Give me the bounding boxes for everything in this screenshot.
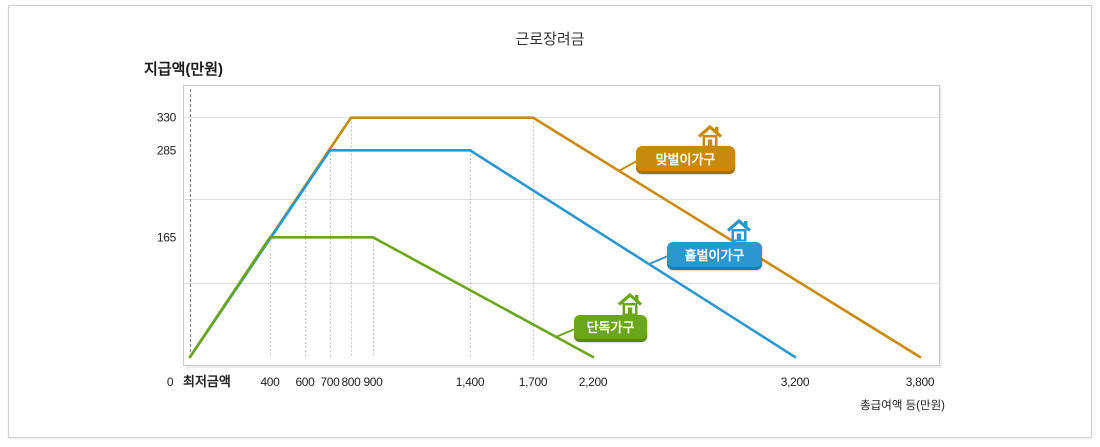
origin-label: 0 xyxy=(167,375,174,389)
house-icon xyxy=(726,218,752,242)
house-icon xyxy=(617,292,643,316)
callout-leader-line xyxy=(618,160,638,172)
callout-leader-line xyxy=(555,328,576,338)
dual-income-household-label: 맞벌이가구 xyxy=(636,146,735,174)
x-tick-label: 400 xyxy=(260,375,280,389)
x-axis-label: 총급여액 등(만원) xyxy=(860,398,945,412)
x-tick-label: 1,700 xyxy=(519,375,548,389)
house-icon xyxy=(697,124,723,148)
y-tick-label: 330 xyxy=(157,111,177,125)
x-tick-label: 3,200 xyxy=(781,375,810,389)
x-tick-label: 700 xyxy=(320,375,340,389)
single-person-household-label: 단독가구 xyxy=(574,315,647,342)
y-axis-label: 지급액(만원) xyxy=(144,61,223,78)
x-tick-label: 800 xyxy=(341,375,361,389)
single-person-household-line xyxy=(188,236,595,359)
y-tick-label: 165 xyxy=(157,230,177,244)
y-tick-label: 285 xyxy=(157,143,177,157)
x-tick-label: 1,400 xyxy=(456,375,485,389)
x-tick-label: 2,200 xyxy=(579,375,608,389)
x-tick-label: 600 xyxy=(295,375,315,389)
callout-leader-line xyxy=(648,255,669,266)
plot-area xyxy=(183,85,940,366)
x-tick-label-minimum-amount: 최저금액 xyxy=(183,374,231,389)
x-tick-label: 3,800 xyxy=(906,375,935,389)
chart-title: 근로장려금 xyxy=(515,31,585,48)
single-earner-household-label: 홑벌이가구 xyxy=(667,242,762,270)
x-tick-label: 900 xyxy=(363,375,383,389)
